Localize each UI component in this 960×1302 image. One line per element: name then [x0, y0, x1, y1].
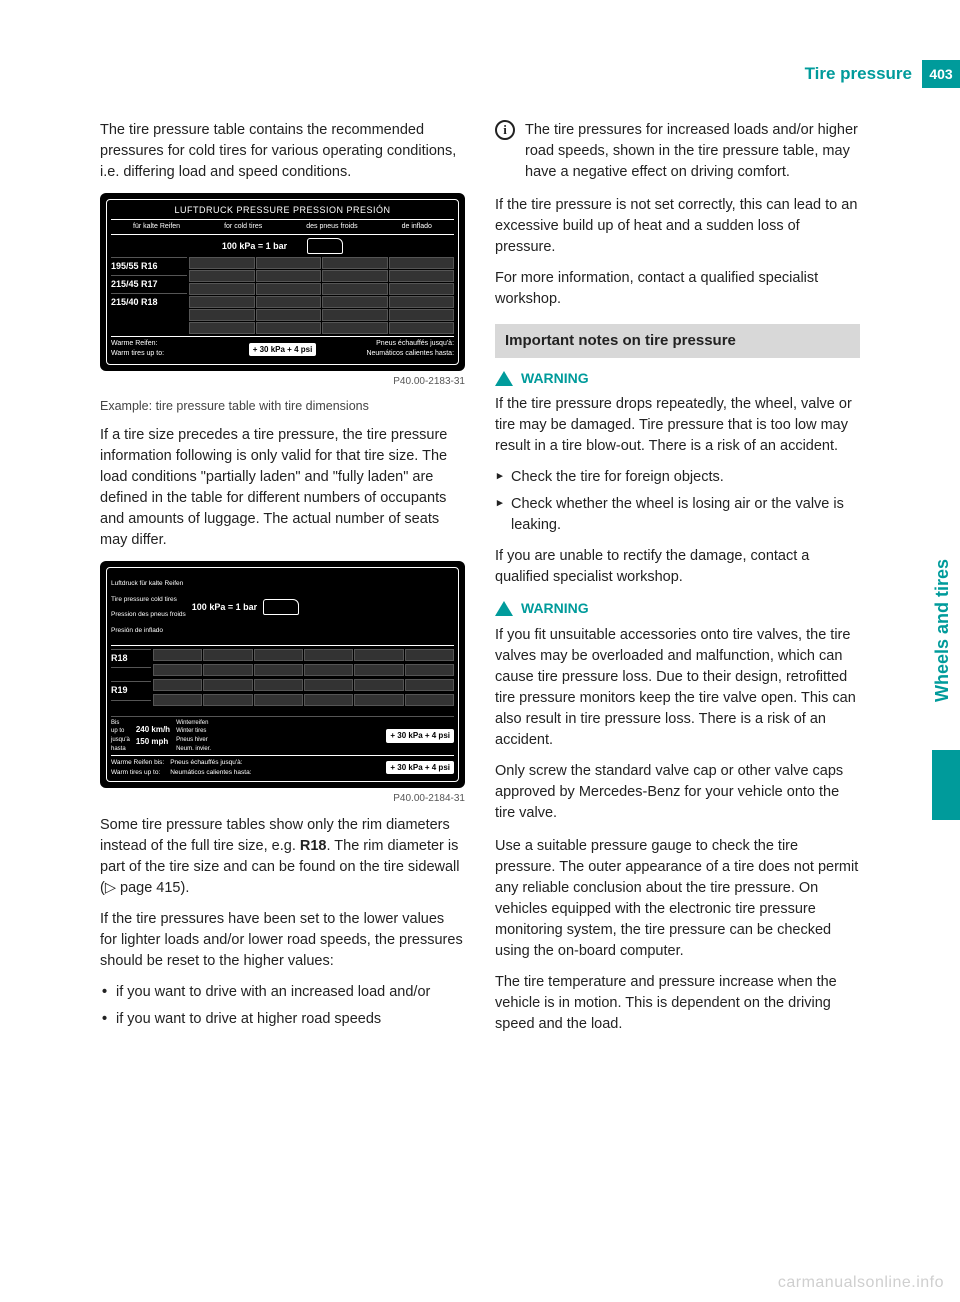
tire-placard-1: LUFTDRUCK PRESSURE PRESSION PRESIÓN für …: [100, 193, 465, 370]
placard1-sub-0: für kalte Reifen: [133, 222, 180, 232]
placard1-size-1: 215/45 R17: [111, 275, 187, 293]
section-tab-marker: [932, 750, 960, 820]
warning-2-head: WARNING: [495, 598, 860, 618]
placard2-ref: P40.00-2184-31: [100, 792, 465, 807]
placard1-size-2: 215/40 R18: [111, 293, 187, 311]
warning-triangle-icon: [495, 601, 513, 616]
warning-triangle-icon: [495, 371, 513, 386]
placard2-winter: Winterreifen Winter tires Pneus hiver Ne…: [176, 719, 211, 754]
placard1-ref: P40.00-2183-31: [100, 375, 465, 390]
warn1-bullet-0: Check the tire for foreign objects.: [495, 467, 860, 488]
page-header: Tire pressure 403: [805, 60, 960, 88]
tire-placard-2: Luftdruck für kalte Reifen Tire pressure…: [100, 561, 465, 788]
placard1-warm-left: Warme Reifen: Warm tires up to:: [111, 339, 243, 359]
section-tab: Wheels and tires: [926, 520, 960, 740]
placard1-warm-badge: + 30 kPa + 4 psi: [249, 343, 317, 357]
right-column: i The tire pressures for increased loads…: [495, 120, 860, 1045]
left-column: The tire pressure table contains the rec…: [100, 120, 465, 1045]
placard2-badge1: + 30 kPa + 4 psi: [386, 729, 454, 743]
paragraph-3: Some tire pressure tables show only the …: [100, 815, 465, 899]
page-number: 403: [922, 60, 960, 88]
placard1-sub-3: de inflado: [402, 222, 432, 232]
header-title: Tire pressure: [805, 60, 922, 88]
placard2-size-0: R18: [111, 649, 151, 667]
placard1-warm-right: Pneus échauffés jusqu'à: Neumáticos cali…: [322, 339, 454, 359]
right-para-1: If the tire pressure is not set correctl…: [495, 195, 860, 258]
car-icon: [307, 238, 343, 254]
warning-2-p2: Only screw the standard valve cap or oth…: [495, 761, 860, 824]
placard2-kpa: 100 kPa = 1 bar: [192, 601, 257, 614]
car-icon: [263, 599, 299, 615]
section-header: Important notes on tire pressure: [495, 324, 860, 358]
paragraph-4: If the tire pressures have been set to t…: [100, 909, 465, 972]
r18-bold: R18: [300, 838, 327, 854]
paragraph-2: If a tire size precedes a tire pressure,…: [100, 425, 465, 551]
placard2-badge2: + 30 kPa + 4 psi: [386, 761, 454, 775]
info-note-text: The tire pressures for increased loads a…: [525, 120, 860, 183]
placard2-warm-left: Warme Reifen bis: Warm tires up to:: [111, 758, 164, 777]
warning-1-head: WARNING: [495, 368, 860, 388]
placard2-warm-right: Pneus échauffés jusqu'à: Neumáticos cali…: [170, 758, 251, 777]
content-columns: The tire pressure table contains the rec…: [100, 120, 900, 1045]
right-para-3: Use a suitable pressure gauge to check t…: [495, 836, 860, 962]
placard1-size-0: 195/55 R16: [111, 257, 187, 275]
right-para-2: For more information, contact a qualifie…: [495, 268, 860, 310]
warning-1-bullets: Check the tire for foreign objects. Chec…: [495, 467, 860, 536]
info-icon: i: [495, 120, 515, 140]
right-para-4: The tire temperature and pressure increa…: [495, 972, 860, 1035]
warning-2-p1: If you fit unsuitable accessories onto t…: [495, 625, 860, 751]
section-tab-label: Wheels and tires: [933, 558, 954, 701]
placard2-size-1: R19: [111, 681, 151, 699]
caption-1: Example: tire pressure table with tire d…: [100, 397, 465, 415]
placard1-kpa: 100 kPa = 1 bar: [222, 240, 287, 253]
warning-1-p1: If the tire pressure drops repeatedly, t…: [495, 394, 860, 457]
warning-label: WARNING: [521, 368, 589, 388]
watermark: carmanualsonline.info: [778, 1274, 944, 1292]
placard1-sub-2: des pneus froids: [306, 222, 357, 232]
placard1-header: LUFTDRUCK PRESSURE PRESSION PRESIÓN: [111, 204, 454, 220]
bullet-0: if you want to drive with an increased l…: [100, 982, 465, 1003]
placard1-sub-1: for cold tires: [224, 222, 262, 232]
warning-1-p2: If you are unable to rectify the damage,…: [495, 546, 860, 588]
placard2-speed: 240 km/h 150 mph: [136, 724, 170, 747]
intro-paragraph: The tire pressure table contains the rec…: [100, 120, 465, 183]
info-note: i The tire pressures for increased loads…: [495, 120, 860, 183]
reset-bullets: if you want to drive with an increased l…: [100, 982, 465, 1030]
warn1-bullet-1: Check whether the wheel is losing air or…: [495, 494, 860, 536]
bullet-1: if you want to drive at higher road spee…: [100, 1009, 465, 1030]
warning-label: WARNING: [521, 598, 589, 618]
manual-page: Tire pressure 403 Wheels and tires The t…: [0, 0, 960, 1302]
